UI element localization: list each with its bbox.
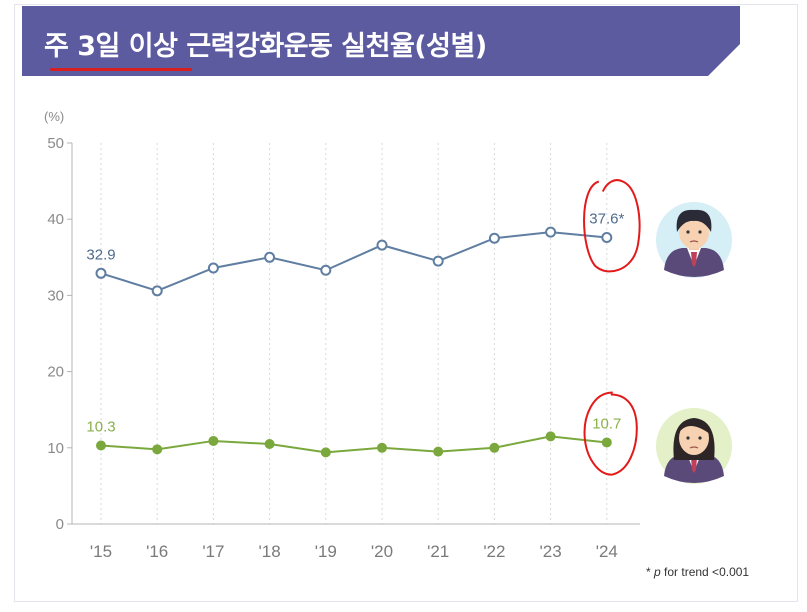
male-data-label: 37.6* xyxy=(589,210,624,227)
female-data-point xyxy=(264,438,275,449)
male-data-label: 32.9 xyxy=(86,246,115,263)
chart-title: 주 3일 이상 근력강화운동 실천율(성별) xyxy=(44,31,487,62)
female-data-point xyxy=(433,446,444,457)
male-data-point xyxy=(151,285,163,297)
avatar-eye xyxy=(698,436,702,440)
female-highlight-circle-annotation xyxy=(583,391,638,476)
avatar-tie xyxy=(691,252,697,267)
male-data-point xyxy=(488,232,500,244)
female-data-point xyxy=(489,442,500,453)
male-data-point xyxy=(264,251,276,263)
female-data-point xyxy=(545,431,556,442)
y-tick-label: 20 xyxy=(47,364,64,381)
x-tick-label: '19 xyxy=(315,542,337,561)
footnote-text: for trend <0.001 xyxy=(660,565,750,579)
male-data-point xyxy=(545,226,557,238)
male-series-line xyxy=(100,231,607,292)
male-data-point xyxy=(432,255,444,267)
female-student-icon xyxy=(656,408,732,484)
female-data-point xyxy=(208,435,219,446)
avatar-tie xyxy=(691,458,697,473)
female-data-point xyxy=(320,447,331,458)
female-data-point xyxy=(601,437,612,448)
female-data-point xyxy=(96,440,106,451)
avatar-eye xyxy=(698,230,702,234)
female-series-line xyxy=(100,435,607,454)
female-data-point xyxy=(152,444,163,455)
y-tick-label: 30 xyxy=(47,287,64,304)
chart-card xyxy=(14,4,798,602)
avatar-eye xyxy=(686,436,690,440)
avatar-bangs xyxy=(678,419,710,434)
female-data-point xyxy=(377,442,387,453)
avatar-mouth xyxy=(689,446,699,449)
x-tick-label: '18 xyxy=(259,542,281,561)
female-data-label: 10.3 xyxy=(86,419,115,436)
male-data-point xyxy=(376,239,388,251)
y-tick-label: 50 xyxy=(47,135,64,152)
x-tick-label: '20 xyxy=(371,542,393,561)
y-tick-label: 10 xyxy=(47,440,64,457)
male-student-icon xyxy=(656,202,732,278)
avatar-mouth xyxy=(689,240,699,243)
x-tick-label: '22 xyxy=(483,542,505,561)
footnote: * p for trend <0.001 xyxy=(646,565,749,579)
male-data-point xyxy=(320,264,332,276)
male-highlight-circle-annotation xyxy=(583,179,641,273)
x-tick-label: '23 xyxy=(540,542,562,561)
male-data-point xyxy=(95,267,107,279)
x-tick-label: '15 xyxy=(90,542,112,561)
footnote-p-symbol: p xyxy=(654,565,661,579)
male-data-point xyxy=(207,262,219,274)
x-tick-label: '17 xyxy=(202,542,224,561)
avatar-face xyxy=(679,215,709,249)
male-data-point xyxy=(601,231,613,243)
y-unit-label: (%) xyxy=(44,109,64,124)
avatar-hair xyxy=(676,209,712,232)
title-banner xyxy=(22,6,740,76)
y-tick-label: 0 xyxy=(56,516,64,533)
x-tick-label: '16 xyxy=(146,542,168,561)
x-tick-label: '24 xyxy=(596,542,618,561)
y-tick-label: 40 xyxy=(47,211,64,228)
title-underline-annotation xyxy=(50,68,192,71)
avatar-face xyxy=(679,421,709,455)
female-data-label: 10.7 xyxy=(592,415,621,432)
x-tick-label: '21 xyxy=(427,542,449,561)
avatar-eye xyxy=(686,230,690,234)
footnote-marker: * xyxy=(646,565,655,579)
